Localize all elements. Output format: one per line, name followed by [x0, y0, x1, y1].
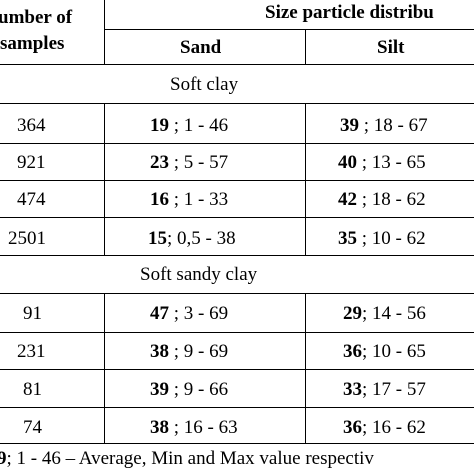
row-sand-cell: 16 ; 1 - 33: [150, 189, 229, 210]
row-samples-count: 81: [23, 379, 42, 400]
row-samples-count: 74: [23, 417, 42, 438]
row-sand-cell: 15; 0,5 - 38: [148, 228, 236, 249]
table-bottom-rule: [0, 443, 474, 444]
row-sand-cell: 19 ; 1 - 46: [150, 115, 229, 136]
section-title: Soft clay: [170, 74, 239, 95]
row-rule: [0, 180, 474, 181]
column-divider: [305, 293, 306, 443]
section-rule: [0, 103, 474, 104]
row-sand-cell: 38 ; 16 - 63: [150, 417, 238, 438]
row-silt-cell: 42 ; 18 - 62: [338, 189, 426, 210]
row-rule: [0, 255, 474, 256]
row-sand-cell: 23 ; 5 - 57: [150, 152, 229, 173]
samples-header-line1: umber of: [0, 7, 73, 28]
column-divider: [305, 29, 306, 64]
column-divider: [104, 293, 105, 443]
column-divider: [305, 103, 306, 255]
row-silt-cell: 35 ; 10 - 62: [338, 228, 426, 249]
row-silt-cell: 40 ; 13 - 65: [338, 152, 426, 173]
row-samples-count: 921: [17, 152, 46, 173]
row-silt-cell: 33; 17 - 57: [343, 379, 426, 400]
section-rule: [0, 293, 474, 294]
row-rule: [0, 143, 474, 144]
size-distribution-header: Size particle distribu: [265, 2, 434, 23]
row-silt-cell: 39 ; 18 - 67: [340, 115, 428, 136]
header-bottom-rule: [0, 64, 474, 65]
row-sand-cell: 38 ; 9 - 69: [150, 341, 229, 362]
row-silt-cell: 36; 10 - 65: [343, 341, 426, 362]
row-sand-cell: 39 ; 9 - 66: [150, 379, 229, 400]
row-rule: [0, 217, 474, 218]
row-silt-cell: 36; 16 - 62: [343, 417, 426, 438]
row-samples-count: 2501: [8, 228, 46, 249]
header-subrule: [104, 29, 474, 30]
row-silt-cell: 29; 14 - 56: [343, 303, 426, 324]
row-samples-count: 91: [23, 303, 42, 324]
row-rule: [0, 407, 474, 408]
row-samples-count: 231: [17, 341, 46, 362]
row-sand-cell: 47 ; 3 - 69: [150, 303, 229, 324]
column-divider: [104, 0, 105, 64]
samples-header-line2: samples: [0, 33, 65, 54]
column-divider: [104, 103, 105, 255]
row-rule: [0, 332, 474, 333]
table-footnote: 9; 1 - 46 – Average, Min and Max value r…: [0, 448, 374, 469]
row-samples-count: 364: [17, 115, 46, 136]
sand-column-header: Sand: [180, 37, 222, 58]
section-title: Soft sandy clay: [140, 264, 258, 285]
row-rule: [0, 369, 474, 370]
row-samples-count: 474: [17, 189, 46, 210]
silt-column-header: Silt: [377, 37, 405, 58]
